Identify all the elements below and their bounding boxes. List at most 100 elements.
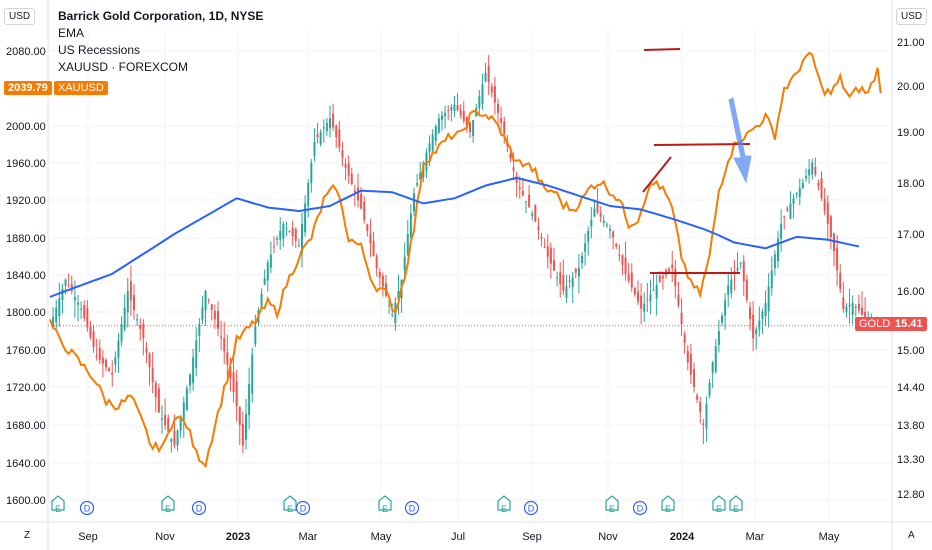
candle-body	[363, 201, 366, 220]
right-axis-unit[interactable]: USD	[896, 8, 928, 25]
gold-name-tag: GOLD	[855, 317, 895, 331]
x-tick-label: Nov	[155, 531, 175, 543]
zoom-button[interactable]: Z	[20, 528, 35, 543]
candle-body	[419, 172, 422, 180]
candle-body	[584, 243, 587, 252]
legend: Barrick Gold Corporation, 1D, NYSE EMA U…	[58, 8, 263, 76]
candle-body	[717, 331, 720, 345]
left-axis: 2080.00 2000.00 1960.00 1920.00 1880.00 1840.…	[6, 46, 46, 507]
left-axis-unit[interactable]: USD	[4, 8, 36, 25]
candle-body	[761, 311, 764, 320]
candle-body	[534, 204, 537, 222]
earnings-icon-letter: E	[287, 504, 293, 514]
earnings-icon-letter: E	[55, 504, 61, 514]
candle-body	[406, 234, 409, 256]
candle-body	[229, 366, 232, 379]
dividend-icon-letter: D	[300, 504, 307, 514]
candle-body	[126, 291, 129, 313]
candle-body	[220, 336, 223, 339]
candle-body	[612, 231, 615, 238]
right-tick-label: 16.00	[897, 286, 925, 298]
candle-body	[702, 423, 705, 425]
left-tick-label: 2000.00	[6, 121, 46, 133]
candle-body	[633, 287, 636, 295]
candle-body	[792, 198, 795, 204]
candle-body	[490, 86, 493, 93]
candle-body	[101, 357, 104, 364]
ema-series	[49, 176, 860, 298]
candle-body	[861, 307, 863, 315]
candle-body	[609, 228, 611, 231]
right-tick-label: 13.80	[897, 420, 925, 432]
candle-body	[164, 415, 167, 425]
candle-body	[593, 208, 596, 217]
candle-body	[260, 293, 263, 310]
candle-body	[254, 326, 257, 345]
candle-body	[403, 256, 406, 270]
legend-ema[interactable]: EMA	[58, 26, 85, 40]
candle-body	[764, 302, 767, 316]
right-tick-label: 18.00	[897, 178, 925, 190]
candle-body	[444, 112, 447, 117]
candle-body	[537, 226, 540, 230]
earnings-icon	[661, 495, 675, 511]
earnings-icon-letter: E	[665, 504, 671, 514]
dividend-icon-letter: D	[528, 504, 535, 514]
candle-body	[58, 298, 61, 317]
legend-title[interactable]: Barrick Gold Corporation, 1D, NYSE	[58, 9, 264, 23]
candle-body	[313, 142, 316, 156]
candle-body	[238, 407, 241, 425]
candle-body	[226, 352, 229, 365]
candle-body	[472, 120, 475, 136]
candle-body	[556, 277, 559, 279]
legend-overlay[interactable]: XAUUSD · FOREXCOM	[58, 60, 189, 74]
candle-body	[123, 307, 126, 330]
candle-body	[842, 297, 845, 309]
candle-body	[478, 96, 481, 109]
candle-body	[161, 418, 163, 420]
candle-body	[388, 305, 391, 307]
legend-recessions[interactable]: US Recessions	[58, 43, 141, 57]
candle-body	[325, 122, 328, 132]
left-tick-label: 1680.00	[6, 420, 46, 432]
candle-body	[649, 294, 652, 302]
candle-body	[643, 303, 646, 312]
candle-body	[192, 357, 195, 384]
candle-body	[322, 127, 325, 129]
xau-price-value: 2039.79	[8, 82, 48, 94]
candle-body	[154, 382, 157, 398]
candle-body	[176, 430, 179, 446]
candle-body	[347, 163, 350, 176]
candle-body	[248, 383, 251, 416]
candle-body	[83, 305, 86, 319]
candle-body	[288, 230, 291, 232]
candle-body	[469, 122, 471, 132]
left-tick-label: 1600.00	[6, 495, 46, 507]
earnings-icon	[378, 495, 392, 511]
candle-body	[652, 289, 655, 291]
candle-body	[581, 255, 583, 264]
left-tick-label: 1720.00	[6, 382, 46, 394]
candle-body	[179, 416, 182, 431]
candle-body	[777, 238, 779, 262]
dividend-icon	[632, 500, 648, 516]
auto-scale-button[interactable]: A	[904, 528, 919, 543]
candle-body	[795, 193, 798, 195]
candle-body	[752, 314, 755, 339]
candle-body	[699, 401, 702, 413]
candle-body	[808, 169, 811, 176]
candle-body	[568, 280, 571, 282]
candle-body	[696, 395, 699, 400]
candle-body	[369, 233, 372, 244]
x-tick-label: Jul	[451, 531, 465, 543]
xau-name-tag: XAUUSD	[54, 81, 108, 95]
right-tick-label: 21.00	[897, 37, 925, 49]
candle-body	[627, 273, 630, 281]
earnings-icon-letter: E	[382, 504, 388, 514]
candle-body	[640, 295, 643, 309]
candle-body	[450, 107, 453, 111]
candle-body	[637, 291, 639, 302]
candle-body	[605, 224, 608, 226]
